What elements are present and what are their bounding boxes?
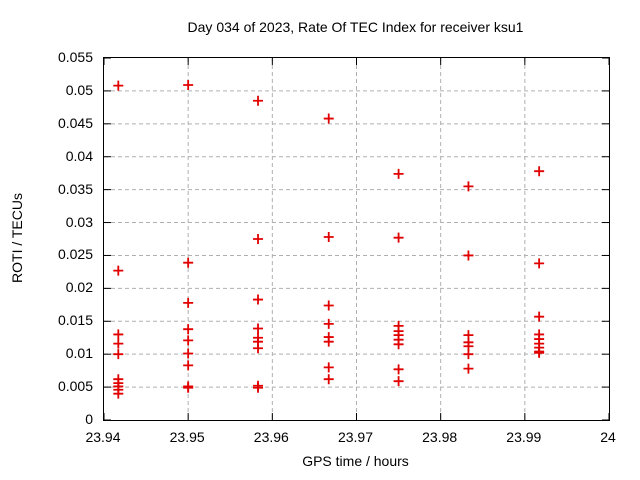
- data-point-marker: [183, 257, 194, 268]
- y-tick-label: 0.015: [57, 312, 93, 329]
- data-point-marker: [463, 349, 474, 360]
- data-point-marker: [183, 297, 194, 308]
- data-point-marker: [113, 265, 124, 276]
- y-tick-label: 0: [85, 411, 93, 427]
- data-point-marker: [393, 168, 404, 179]
- data-point-marker: [253, 294, 264, 305]
- data-point-marker: [183, 382, 194, 393]
- y-tick-label: 0.02: [65, 279, 93, 296]
- x-axis-label: GPS time / hours: [302, 453, 409, 469]
- y-axis-label: ROTI / TECUs: [9, 193, 25, 283]
- data-point-marker: [113, 338, 124, 349]
- data-point-marker: [534, 166, 545, 177]
- x-tick-label: 23.95: [169, 429, 205, 445]
- data-point-marker: [323, 113, 334, 124]
- y-tick-label: 0.005: [57, 378, 93, 395]
- data-point-marker: [393, 364, 404, 375]
- y-tick-label: 0.025: [57, 246, 93, 263]
- data-point-marker: [253, 95, 264, 106]
- x-tick-label: 23.97: [337, 429, 374, 445]
- data-point-marker: [323, 374, 334, 385]
- y-tick-label: 0.03: [65, 213, 93, 230]
- x-tick-label: 23.98: [422, 429, 458, 445]
- data-point-marker: [183, 79, 194, 90]
- y-tick-label: 0.035: [57, 180, 93, 197]
- data-point-marker: [463, 250, 474, 261]
- x-tick-label: 23.96: [253, 429, 289, 445]
- data-point-marker: [183, 335, 194, 346]
- data-point-marker: [323, 336, 334, 347]
- data-point-marker: [113, 80, 124, 91]
- data-point-marker: [323, 362, 334, 373]
- data-point-marker: [534, 311, 545, 322]
- data-point-marker: [183, 348, 194, 359]
- data-point-marker: [393, 339, 404, 350]
- data-point-marker: [183, 360, 194, 371]
- data-point-marker: [113, 329, 124, 340]
- data-point-marker: [393, 376, 404, 387]
- y-tick-label: 0.045: [57, 114, 93, 131]
- y-tick-label: 0.04: [65, 147, 93, 164]
- data-point-marker: [463, 181, 474, 192]
- chart-title: Day 034 of 2023, Rate Of TEC Index for r…: [187, 19, 524, 35]
- data-point-marker: [463, 363, 474, 374]
- plot-area: [103, 57, 610, 421]
- data-point-marker: [113, 388, 124, 399]
- data-point-marker: [253, 343, 264, 354]
- data-point-marker: [393, 232, 404, 243]
- x-tick-label: 23.94: [85, 429, 121, 445]
- data-point-marker: [183, 324, 194, 335]
- data-point-marker: [113, 349, 124, 360]
- data-point-marker: [534, 347, 545, 358]
- data-point-marker: [253, 234, 264, 244]
- y-tick-label: 0.01: [65, 345, 93, 362]
- data-point-marker: [323, 318, 334, 329]
- data-point-marker: [253, 382, 264, 393]
- data-point-marker: [323, 300, 334, 311]
- x-tick-label: 23.99: [506, 429, 542, 445]
- x-tick-label: 24: [600, 429, 616, 445]
- data-point-marker: [253, 323, 264, 334]
- y-tick-label: 0.05: [65, 81, 93, 98]
- data-point-marker: [323, 232, 334, 243]
- plot-canvas: [104, 58, 609, 420]
- data-point-marker: [534, 258, 545, 269]
- y-tick-label: 0.055: [57, 49, 93, 65]
